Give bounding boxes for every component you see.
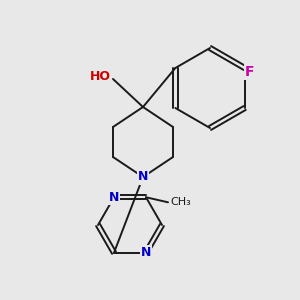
Text: F: F bbox=[245, 65, 254, 79]
Text: N: N bbox=[138, 170, 148, 184]
Text: HO: HO bbox=[90, 70, 111, 83]
Text: CH₃: CH₃ bbox=[170, 197, 191, 207]
Text: N: N bbox=[141, 246, 151, 259]
Text: N: N bbox=[109, 191, 119, 204]
Text: O: O bbox=[91, 70, 110, 83]
Text: H: H bbox=[100, 70, 110, 83]
